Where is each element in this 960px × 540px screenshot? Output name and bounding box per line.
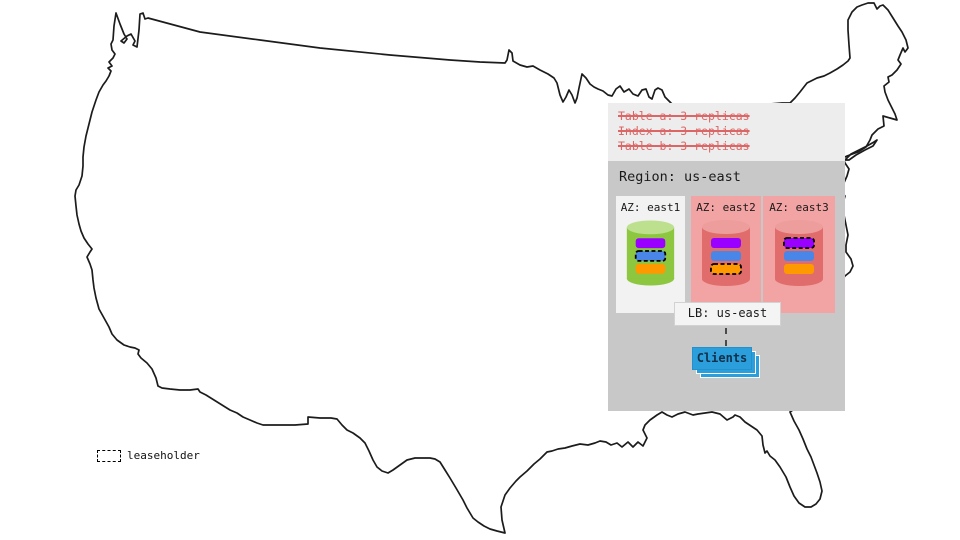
replica-bar	[711, 238, 741, 248]
leaseholder-legend-label: leaseholder	[127, 449, 200, 462]
lb-clients-connector	[725, 328, 727, 346]
clients-stack: Clients	[692, 347, 762, 380]
annotation-line-table-b: Table b: 3 replicas	[618, 139, 750, 153]
leaseholder-replica-bar	[783, 237, 815, 249]
annotation-line-index-a: Index a: 3 replicas	[618, 124, 750, 138]
az-box-east3: AZ: east3	[763, 196, 835, 313]
leaseholder-swatch-icon	[97, 449, 121, 462]
az-label-east3: AZ: east3	[769, 201, 829, 214]
az-label-east2: AZ: east2	[696, 201, 756, 214]
az-box-east1: AZ: east1	[616, 196, 685, 313]
replica-bar	[784, 264, 814, 274]
replica-bar	[784, 251, 814, 261]
leaseholder-replica-bar	[710, 263, 742, 275]
clients-box: Clients	[692, 347, 752, 370]
region-title: Region: us-east	[619, 169, 741, 185]
az-row: AZ: east1 AZ: east2 AZ: east3	[608, 161, 845, 411]
annotation-line-table-a: Table a: 3 replicas	[618, 109, 750, 123]
region-panel: Region: us-east AZ: east1 AZ: east2 AZ: ea…	[608, 161, 845, 411]
leaseholder-replica-bar	[634, 250, 667, 262]
leaseholder-legend: leaseholder	[97, 449, 200, 462]
replica-annotation-panel: Table a: 3 replicas Index a: 3 replicas …	[608, 103, 845, 161]
replica-bar	[635, 263, 666, 274]
us-mainland-outline	[74, 2, 909, 534]
az-box-east2: AZ: east2	[691, 196, 761, 313]
az-label-east1: AZ: east1	[620, 201, 681, 214]
db-cylinder-east2	[702, 220, 750, 286]
long-island-outline	[844, 139, 878, 161]
lb-box: LB: us-east	[674, 302, 781, 326]
db-cylinder-east3	[775, 220, 823, 286]
db-cylinder-east1	[626, 220, 675, 286]
replica-bar	[635, 238, 666, 249]
replica-bar	[711, 251, 741, 261]
